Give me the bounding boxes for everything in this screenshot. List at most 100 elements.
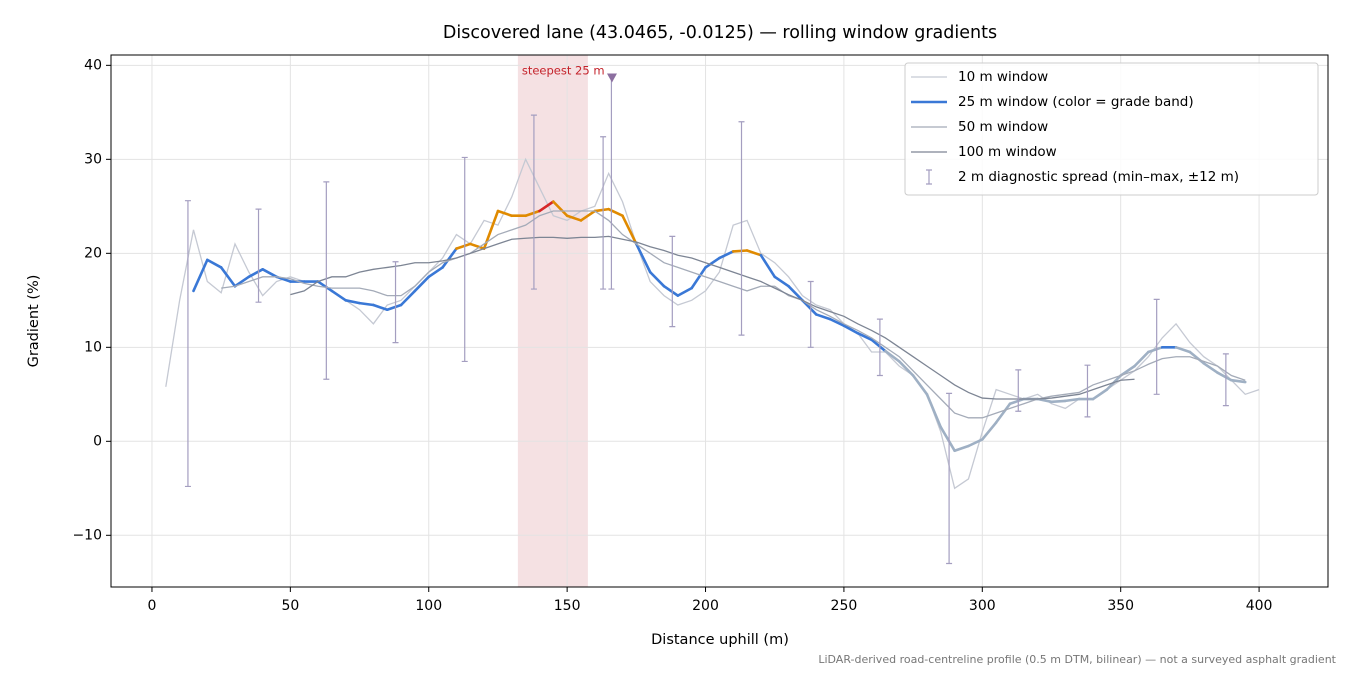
line-segment bbox=[884, 349, 901, 363]
error-bar bbox=[738, 121, 745, 336]
footnote: LiDAR-derived road-centreline profile (0… bbox=[818, 653, 1336, 666]
line-segment bbox=[925, 393, 943, 429]
line-segment bbox=[787, 284, 804, 302]
line-segment bbox=[953, 444, 970, 453]
error-bar bbox=[255, 208, 262, 303]
line-segment bbox=[316, 280, 334, 293]
line-segment bbox=[219, 266, 237, 288]
legend-swatch bbox=[926, 169, 932, 185]
x-tick-label: 350 bbox=[1107, 598, 1134, 614]
line-segment bbox=[1050, 399, 1067, 404]
highlight-span bbox=[517, 55, 588, 587]
line-segment bbox=[427, 266, 444, 279]
line-segment bbox=[1133, 350, 1150, 368]
error-bar bbox=[1084, 364, 1091, 418]
x-tick-label: 250 bbox=[831, 598, 858, 614]
line-segment bbox=[967, 438, 984, 448]
x-axis-label: Distance uphill (m) bbox=[651, 632, 789, 648]
y-tick-label: 30 bbox=[84, 151, 102, 167]
line-segment bbox=[344, 299, 361, 305]
line-segment bbox=[565, 214, 583, 222]
line-segment bbox=[870, 338, 887, 353]
line bbox=[221, 210, 1246, 419]
legend-label: 25 m window (color = grade band) bbox=[958, 94, 1194, 110]
line bbox=[290, 235, 1135, 400]
line-segment bbox=[718, 250, 735, 260]
line-segment bbox=[662, 284, 680, 297]
line-segment bbox=[981, 421, 998, 441]
x-tick-label: 50 bbox=[281, 598, 299, 614]
error-bar bbox=[807, 280, 814, 348]
line-segment bbox=[842, 324, 860, 335]
y-tick-label: 20 bbox=[84, 245, 102, 261]
line bbox=[165, 157, 1260, 490]
error-bar bbox=[946, 392, 953, 565]
line-segment bbox=[1147, 346, 1164, 354]
y-tick-label: 40 bbox=[84, 57, 102, 73]
line-segment bbox=[676, 286, 693, 297]
legend-label: 2 m diagnostic spread (min–max, ±12 m) bbox=[958, 169, 1239, 185]
legend-box bbox=[904, 62, 1319, 196]
line-segment bbox=[704, 256, 721, 269]
chart-title: Discovered lane (43.0465, -0.0125) — rol… bbox=[443, 23, 997, 43]
legend-label: 50 m window bbox=[958, 119, 1048, 135]
line-segment bbox=[856, 331, 873, 342]
line-segment bbox=[1202, 361, 1219, 374]
line-segment bbox=[524, 209, 541, 218]
y-tick-label: 0 bbox=[93, 433, 102, 449]
highlight-label: steepest 25 m bbox=[522, 64, 605, 78]
legend-label: 10 m window bbox=[958, 69, 1048, 85]
plot-frame bbox=[110, 54, 1329, 588]
line-segment bbox=[648, 270, 666, 288]
line-segment bbox=[1216, 371, 1233, 382]
line-segment bbox=[994, 402, 1012, 424]
line-segment bbox=[385, 303, 403, 312]
error-bar bbox=[1015, 369, 1022, 412]
x-tick-label: 200 bbox=[692, 598, 719, 614]
error-bar bbox=[461, 156, 468, 363]
line-segment bbox=[192, 258, 209, 293]
error-bar bbox=[530, 114, 537, 290]
line-segment bbox=[496, 209, 514, 218]
line-segment bbox=[441, 247, 458, 269]
line-segment bbox=[247, 268, 264, 279]
line-segment bbox=[731, 249, 749, 253]
y-tick-label: −10 bbox=[72, 527, 102, 543]
line-segment bbox=[745, 249, 763, 257]
error-bar bbox=[184, 200, 191, 488]
line-segment bbox=[607, 207, 624, 218]
line-segment bbox=[206, 258, 223, 269]
x-tick-label: 400 bbox=[1246, 598, 1273, 614]
error-bar bbox=[600, 136, 607, 290]
x-tick-label: 150 bbox=[554, 598, 581, 614]
line-segment bbox=[814, 313, 832, 321]
line-segment bbox=[911, 374, 929, 396]
line-segment bbox=[455, 242, 472, 250]
line-segment bbox=[939, 425, 956, 453]
error-bar bbox=[1222, 353, 1229, 407]
line-segment bbox=[897, 360, 915, 377]
x-tick-label: 0 bbox=[148, 598, 157, 614]
line-segment bbox=[538, 200, 555, 213]
line-segment bbox=[358, 301, 375, 307]
line-segment bbox=[413, 275, 431, 293]
line-segment bbox=[1119, 364, 1136, 377]
line-segment bbox=[828, 317, 846, 327]
line-segment bbox=[579, 209, 597, 222]
legend-label: 100 m window bbox=[958, 144, 1057, 160]
line-segment bbox=[773, 275, 790, 288]
line-segment bbox=[759, 253, 777, 279]
steepest-marker bbox=[606, 73, 617, 83]
error-bar bbox=[392, 261, 399, 344]
error-bar bbox=[323, 181, 330, 380]
x-tick-label: 300 bbox=[969, 598, 996, 614]
line-segment bbox=[690, 266, 707, 290]
line-segment bbox=[593, 207, 610, 213]
y-axis-label: Gradient (%) bbox=[26, 275, 42, 368]
line-segment bbox=[1230, 378, 1247, 384]
line-segment bbox=[261, 268, 278, 279]
line-segment bbox=[468, 242, 486, 250]
line-segment bbox=[1091, 388, 1109, 401]
x-tick-label: 100 bbox=[415, 598, 442, 614]
line-segment bbox=[1188, 350, 1206, 365]
